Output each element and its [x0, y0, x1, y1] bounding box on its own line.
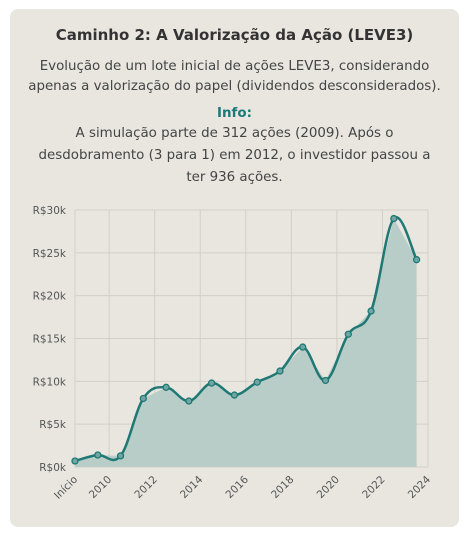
data-point — [390, 214, 398, 223]
y-tick-label: R$5k — [39, 419, 67, 431]
data-point — [321, 376, 330, 385]
data-point — [162, 383, 170, 391]
info-label: Info: — [217, 106, 252, 121]
y-axis: R$0k R$5k R$10k R$15k R$20k R$25k R$30k — [33, 205, 67, 474]
data-point — [139, 394, 147, 403]
series-line — [74, 216, 418, 463]
area-fill-layer — [75, 218, 417, 467]
data-point — [207, 379, 216, 387]
x-tick-label: 2022 — [360, 474, 387, 501]
y-tick-label: R$20k — [33, 291, 67, 303]
x-tick-label: 2014 — [178, 473, 206, 501]
x-tick-label: 2012 — [132, 474, 159, 501]
y-tick-label: R$15k — [33, 334, 67, 346]
data-point — [344, 330, 352, 338]
data-point — [94, 451, 102, 459]
x-tick-label: 2024 — [406, 473, 434, 501]
x-tick-label: 2020 — [315, 474, 342, 501]
data-point — [253, 378, 261, 386]
info-text: A simulação parte de 312 ações (2009). A… — [38, 126, 431, 185]
y-tick-label: R$25k — [33, 248, 67, 260]
x-tick-label: 2010 — [87, 474, 114, 501]
y-tick-label: R$10k — [33, 376, 67, 388]
chart-title: Caminho 2: A Valorização da Ação (LEVE3) — [55, 26, 414, 44]
x-tick-label: 2016 — [224, 473, 252, 501]
data-point — [367, 307, 375, 315]
x-tick-label: 2018 — [269, 474, 296, 501]
chart-subtitle: Evolução de um lote inicial de ações LEV… — [28, 59, 441, 94]
data-point — [412, 256, 421, 264]
x-axis: Início 2010 2012 2014 2016 2018 2020 2022 2024 — [52, 473, 433, 501]
data-point — [299, 343, 307, 351]
area-fill — [75, 218, 417, 467]
data-point — [116, 452, 125, 460]
x-tick-label: Início — [52, 474, 80, 502]
data-point — [185, 397, 193, 405]
series-line-layer — [74, 216, 418, 463]
y-tick-label: R$30k — [33, 205, 67, 217]
data-point — [230, 391, 239, 399]
y-tick-label: R$0k — [39, 462, 67, 474]
data-point — [71, 457, 79, 465]
data-point — [276, 367, 284, 375]
marker-layer — [71, 214, 421, 465]
